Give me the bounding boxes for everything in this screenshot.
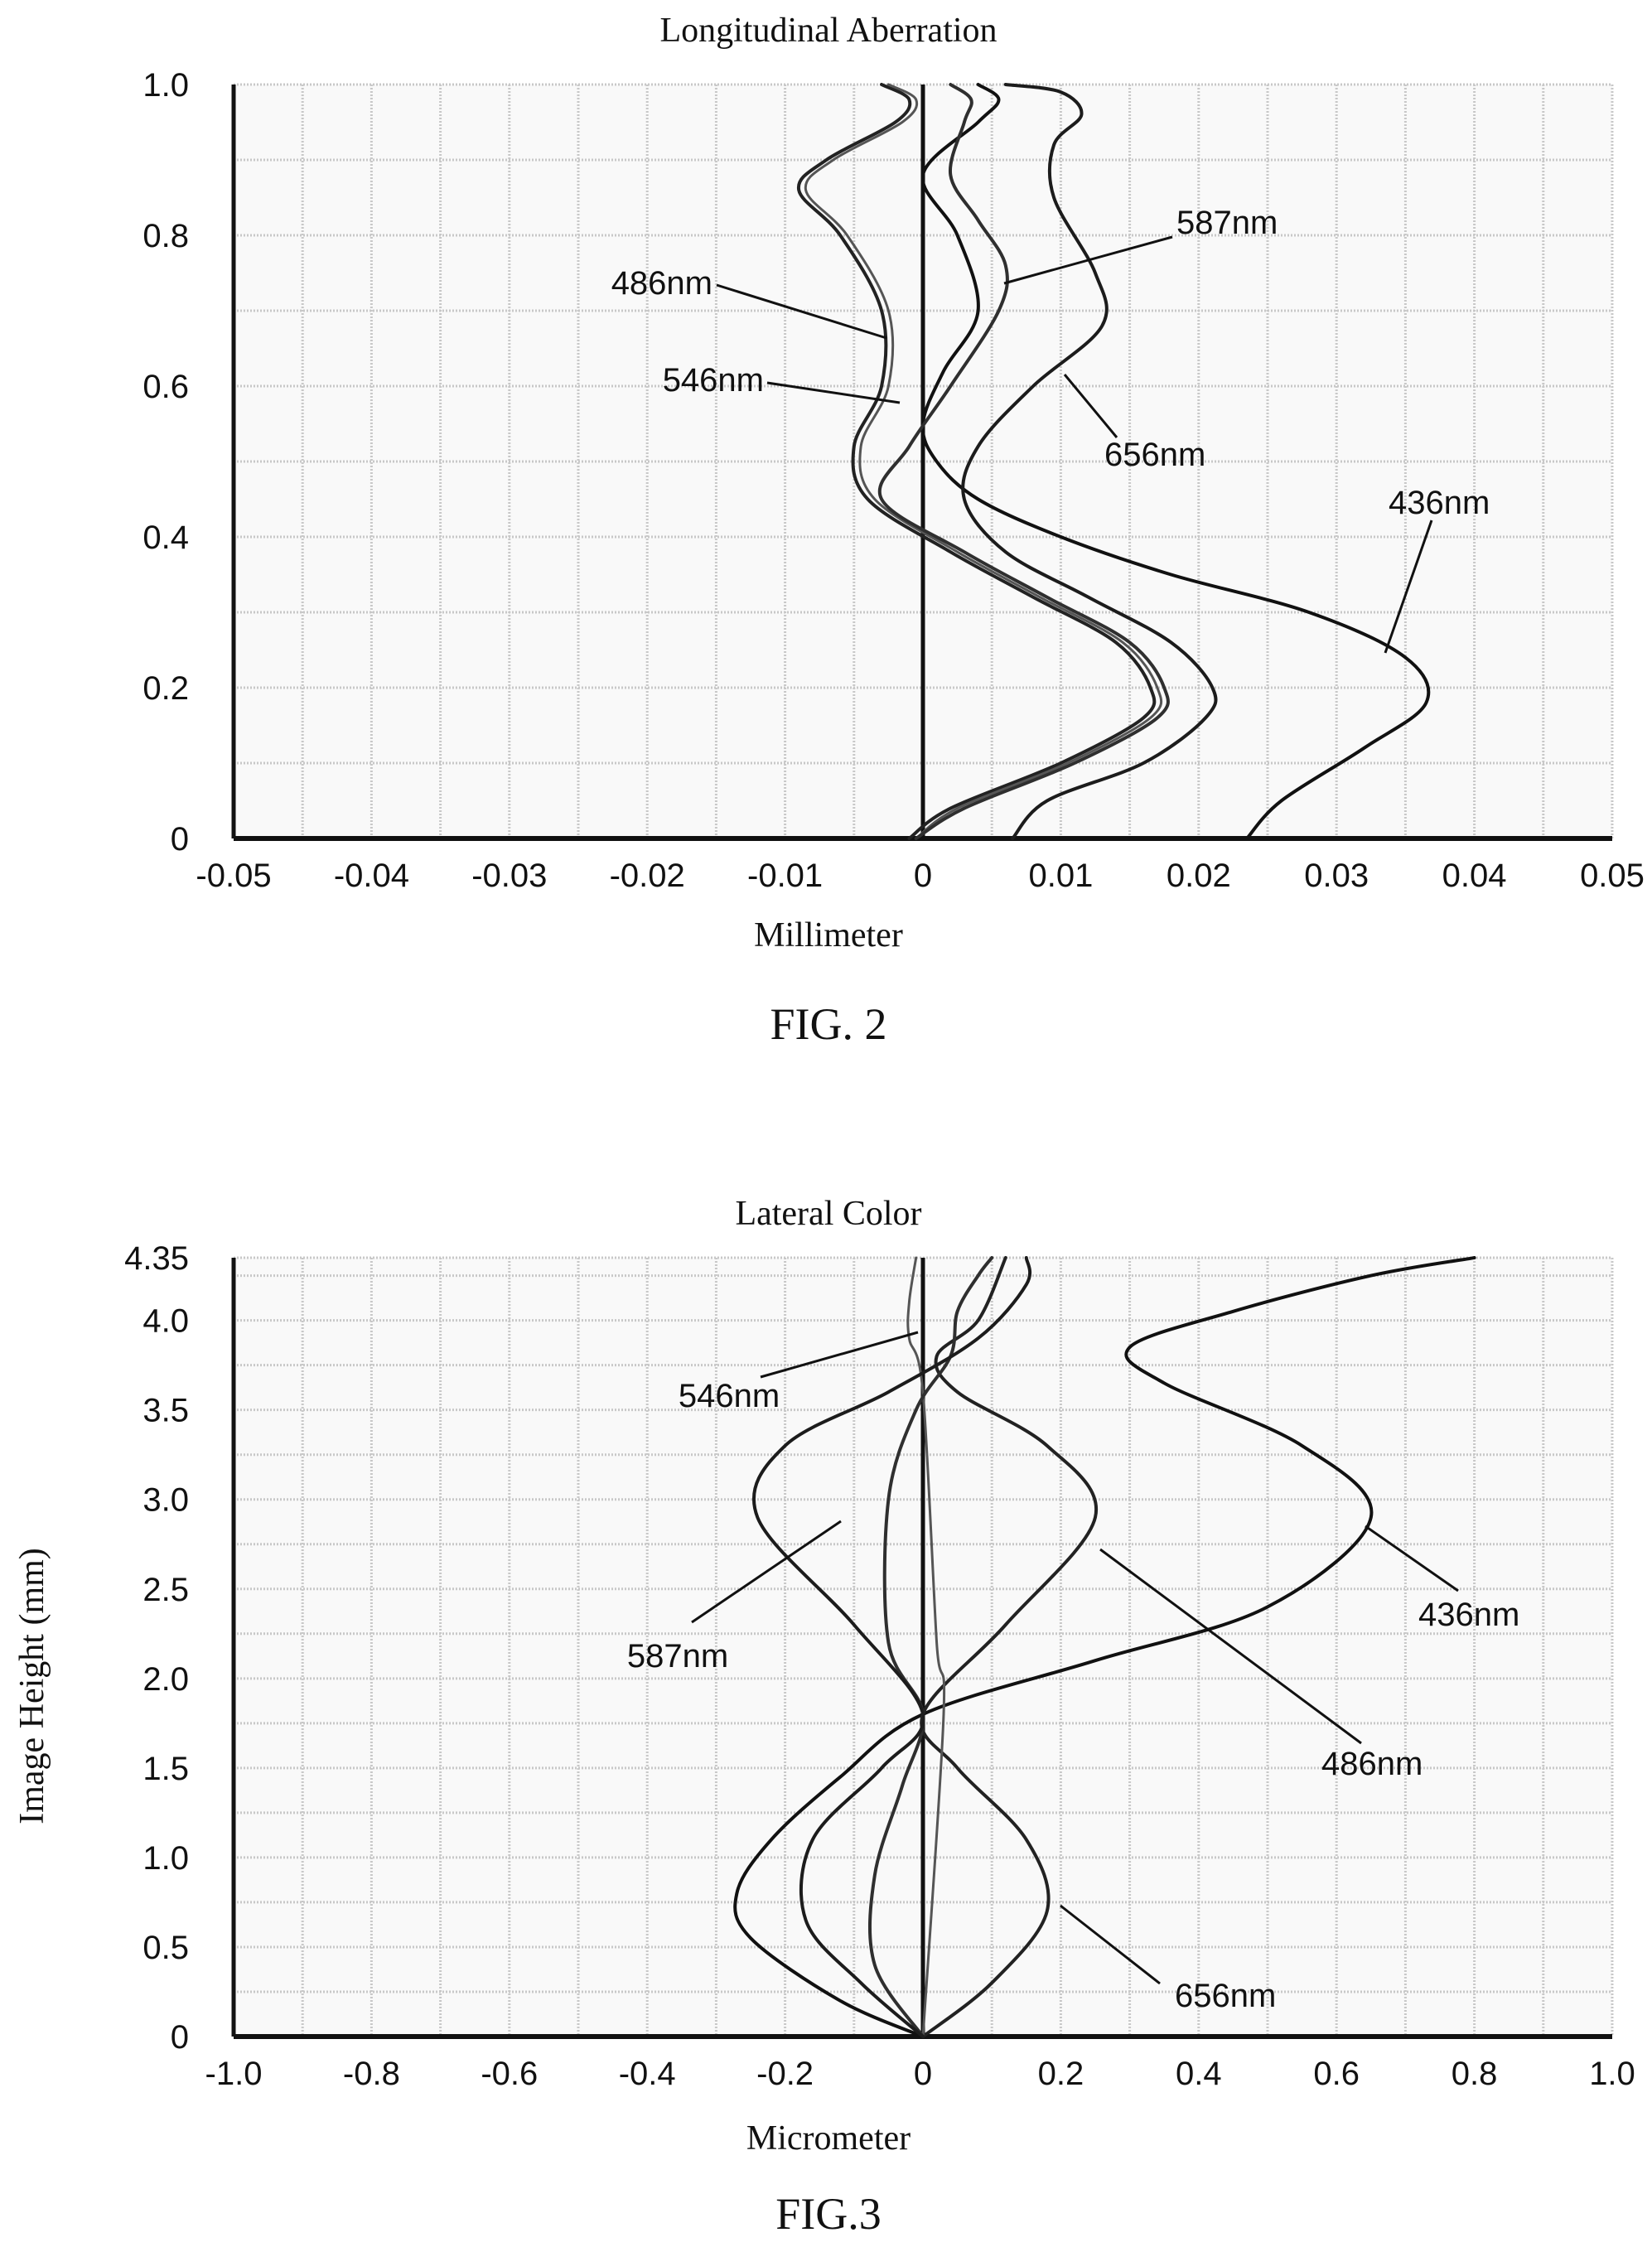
chart-1-series-656nm: [961, 83, 1218, 840]
chart-2-series-546nm: [906, 1256, 946, 2038]
chart-1-caption: FIG. 2: [770, 999, 886, 1049]
lateral-color-chart: Lateral Color Micrometer Image Height (m…: [13, 1195, 1635, 2239]
chart-2-y-tick-label: 0.5: [142, 1930, 189, 1966]
chart-2-annotation-label: 436nm: [1418, 1597, 1519, 1633]
chart-1-y-tick-label: 0.6: [142, 369, 189, 405]
chart-1-x-tick-label: -0.03: [471, 858, 547, 894]
chart-1-series-486nm: [797, 83, 1157, 840]
chart-2-y-tick-label: 3.5: [142, 1393, 189, 1429]
chart-1-x-tick-label: -0.05: [196, 858, 271, 894]
chart-1-leader-line: [716, 283, 887, 340]
chart-1-x-tick-label: -0.04: [334, 858, 409, 894]
chart-2-y-tick-label: 2.5: [142, 1572, 189, 1608]
chart-1-series-546nm: [804, 83, 1163, 840]
chart-1-y-tick-label: 0.2: [142, 670, 189, 707]
chart-1-x-tick-label: 0.02: [1167, 858, 1231, 894]
chart-1-y-tick-label: 1.0: [142, 67, 189, 104]
chart-1-annotation-label: 656nm: [1104, 437, 1205, 473]
chart-1-x-tick-label: 0.05: [1580, 858, 1645, 894]
chart-2-x-tick-label: -1.0: [205, 2056, 263, 2092]
chart-2-x-tick-label: -0.4: [619, 2056, 676, 2092]
chart-1-series-587nm: [877, 83, 1170, 840]
chart-2-x-tick-label: 0: [914, 2056, 932, 2092]
chart-2-y-tick-label: 4.35: [124, 1240, 189, 1277]
chart-2-x-tick-label: 0.2: [1038, 2056, 1084, 2092]
chart-1-y-tick-label: 0: [171, 821, 189, 858]
chart-1-series-436nm: [920, 83, 1431, 840]
chart-2-annotation-label: 546nm: [679, 1378, 780, 1414]
chart-1-leader-line: [1384, 519, 1433, 654]
chart-2-series-436nm: [733, 1256, 1476, 2038]
chart-2-leader-line: [691, 1520, 842, 1624]
chart-2-x-tick-label: 0.8: [1452, 2056, 1498, 2092]
chart-1-annotation-label: 436nm: [1389, 485, 1490, 521]
chart-1-x-tick-label: 0.01: [1028, 858, 1093, 894]
chart-2-leader-line: [1060, 1904, 1161, 1985]
chart-2-y-tick-label: 1.0: [142, 1840, 189, 1877]
chart-2-y-tick-label: 3.0: [142, 1482, 189, 1519]
chart-2-y-tick-label: 1.5: [142, 1751, 189, 1787]
chart-2-y-tick-label: 2.0: [142, 1661, 189, 1698]
chart-2-x-tick-label: -0.8: [343, 2056, 400, 2092]
chart-1-x-tick-label: -0.01: [747, 858, 823, 894]
chart-1-annotation-label: 546nm: [663, 362, 764, 399]
chart-1-title: Longitudinal Aberration: [659, 12, 997, 50]
chart-2-leader-line: [1099, 1548, 1362, 1745]
chart-2-series-656nm: [752, 1256, 1032, 2038]
chart-1-xlabel: Millimeter: [754, 916, 903, 954]
chart-1-x-tick-label: 0: [914, 858, 932, 894]
chart-1-y-tick-label: 0.4: [142, 519, 189, 556]
chart-2-ylabel: Image Height (mm): [13, 1548, 51, 1824]
chart-1-leader-line: [1063, 374, 1118, 438]
chart-1-leader-line: [766, 381, 901, 404]
chart-2-y-tick-label: 4.0: [142, 1303, 189, 1340]
chart-2-x-tick-label: -0.2: [756, 2056, 814, 2092]
chart-2-annotation-label: 486nm: [1321, 1746, 1423, 1782]
chart-2-leader-line: [760, 1331, 919, 1379]
chart-1-x-tick-label: -0.02: [610, 858, 685, 894]
chart-2-y-tick-label: 0: [171, 2019, 189, 2056]
chart-2-x-tick-label: 0.6: [1313, 2056, 1360, 2092]
chart-1-annotation-label: 587nm: [1176, 205, 1278, 241]
chart-1-leader-line: [1003, 235, 1173, 285]
chart-1-y-tick-label: 0.8: [142, 218, 189, 254]
chart-1-annotation-label: 486nm: [611, 265, 712, 302]
chart-1-x-tick-label: 0.04: [1442, 858, 1507, 894]
chart-2-xlabel: Micrometer: [746, 2119, 911, 2158]
chart-2-series-587nm: [867, 1256, 994, 2038]
chart-2-x-tick-label: -0.6: [481, 2056, 538, 2092]
chart-2-annotation-label: 656nm: [1175, 1978, 1276, 2014]
chart-2-x-tick-label: 0.4: [1176, 2056, 1222, 2092]
chart-2-caption: FIG.3: [775, 2189, 882, 2239]
chart-2-x-tick-label: 1.0: [1589, 2056, 1635, 2092]
chart-2-leader-line: [1365, 1525, 1459, 1592]
chart-1-x-tick-label: 0.03: [1304, 858, 1369, 894]
chart-2-title: Lateral Color: [735, 1195, 921, 1233]
longitudinal-aberration-chart: Longitudinal Aberration Millimeter FIG. …: [142, 12, 1645, 1049]
chart-2-annotation-label: 587nm: [627, 1638, 728, 1674]
